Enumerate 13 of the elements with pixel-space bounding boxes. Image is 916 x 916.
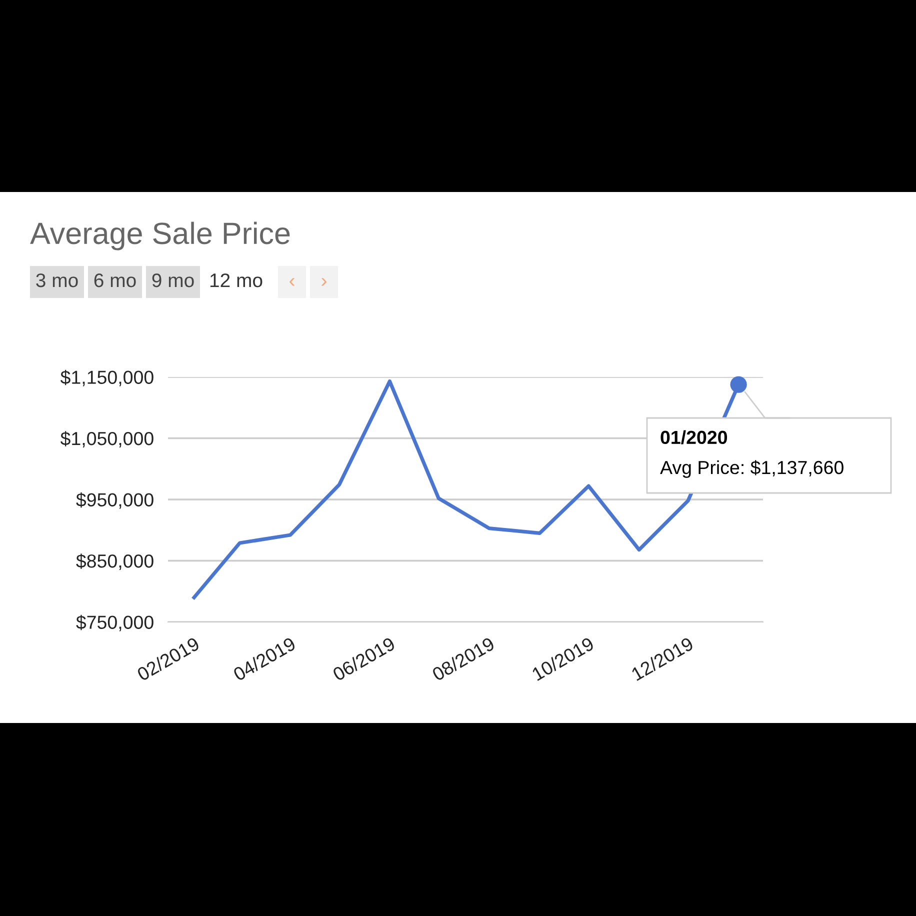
text: › xyxy=(322,278,326,286)
chart-title: Average Sale Price xyxy=(30,222,290,250)
annotation: 01/2020 Avg Price: $1,137,660 xyxy=(660,430,844,478)
y-tick-label: $1,050,000 xyxy=(60,431,154,448)
y-tick-label: $850,000 xyxy=(76,554,154,570)
text: 3 mo xyxy=(36,273,78,288)
text: 12 mo xyxy=(210,273,262,288)
y-tick-label: $1,150,000 xyxy=(60,370,154,386)
text: 6 mo xyxy=(94,273,136,288)
text: 9 mo xyxy=(152,273,194,288)
y-tick-label: $950,000 xyxy=(76,492,154,509)
text: ‹ xyxy=(290,278,294,286)
y-tick-label: $750,000 xyxy=(76,614,154,632)
